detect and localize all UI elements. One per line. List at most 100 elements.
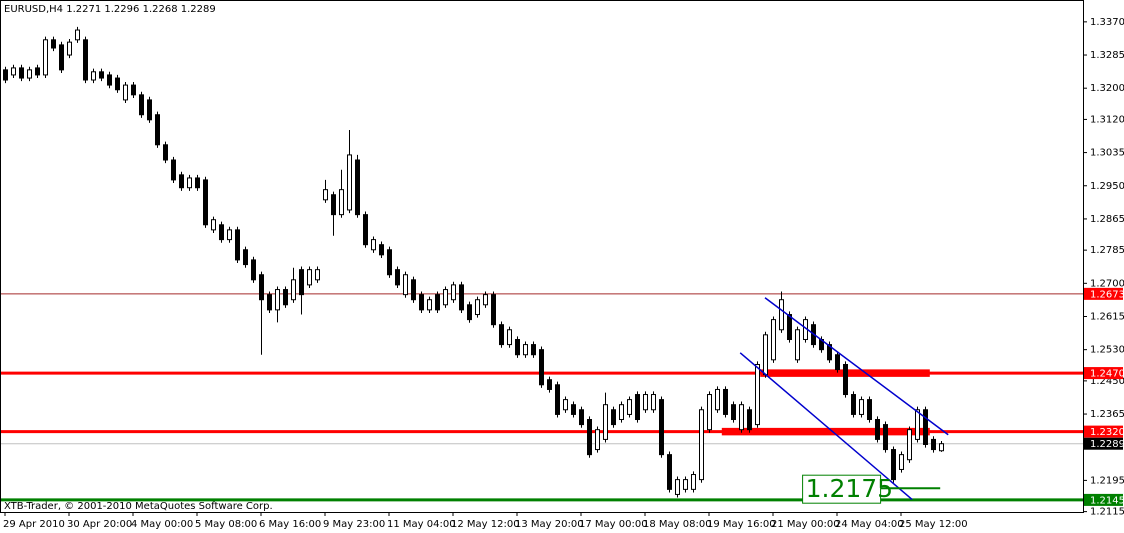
candle-body	[35, 67, 40, 76]
annotation-label: 1.2175	[806, 474, 893, 503]
candle-body	[827, 344, 832, 361]
candle-body	[99, 71, 104, 79]
candle-body	[691, 474, 696, 490]
candle-body	[11, 67, 16, 76]
candle-body	[67, 41, 72, 56]
candle-body	[763, 334, 768, 376]
candle-body	[899, 454, 904, 470]
candle-body	[787, 314, 792, 341]
candle-body	[491, 294, 496, 326]
level-label: 1.2470	[1090, 369, 1124, 380]
level-label-bg	[1084, 437, 1123, 450]
candle-body	[699, 409, 704, 481]
candle-body	[667, 454, 672, 490]
header-close: 1.2289	[181, 4, 216, 15]
candle-body	[499, 324, 504, 346]
y-tick-label: 1.2700	[1090, 278, 1124, 289]
candle-body	[283, 289, 288, 306]
candle-body	[235, 229, 240, 261]
candle-body	[203, 179, 208, 226]
chart-header: EURUSD,H4 1.2271 1.2296 1.2268 1.2289	[4, 4, 216, 15]
candle-body	[531, 344, 536, 356]
candle-body	[931, 438, 936, 451]
candle-body	[243, 249, 248, 266]
candle-body	[123, 84, 128, 101]
candle-body	[259, 274, 264, 301]
candle-body	[379, 244, 384, 256]
candle-body	[147, 99, 152, 121]
candle-body	[75, 29, 80, 41]
candle-body	[331, 194, 336, 216]
candle-body	[891, 449, 896, 481]
candle-body	[347, 154, 352, 211]
candle-body	[275, 289, 280, 311]
candle-body	[211, 219, 216, 231]
candle-body	[171, 159, 176, 181]
candle-body	[595, 429, 600, 451]
footer: XTB-Trader, © 2001-2010 MetaQuotes Softw…	[4, 501, 273, 512]
x-tick-label: 6 May 16:00	[259, 519, 321, 530]
candle-body	[755, 363, 760, 426]
candle-body	[851, 394, 856, 415]
candle-body	[91, 71, 96, 81]
x-tick-label: 13 May 20:00	[515, 519, 584, 530]
candle-body	[411, 279, 416, 301]
candle-body	[515, 339, 520, 356]
candle-body	[539, 349, 544, 386]
candle-body	[795, 329, 800, 361]
candle-body	[715, 388, 720, 411]
y-tick-label: 1.2530	[1090, 345, 1124, 356]
candle-body	[939, 443, 944, 452]
plot-frame	[0, 0, 1084, 513]
level-label-bg	[1084, 493, 1123, 506]
x-tick-label: 11 May 04:00	[387, 519, 456, 530]
candle-body	[883, 424, 888, 451]
candle-body	[187, 177, 192, 189]
candle-body	[627, 399, 632, 415]
candle-body	[619, 404, 624, 421]
candle-body	[459, 284, 464, 311]
candle-body	[323, 189, 328, 201]
y-tick-label: 1.2615	[1090, 311, 1124, 322]
candle-body	[483, 294, 488, 306]
x-tick-label: 9 May 23:00	[323, 519, 385, 530]
candle-body	[867, 399, 872, 421]
candle-body	[923, 409, 928, 445]
candle-body	[571, 404, 576, 415]
candle-body	[659, 399, 664, 456]
header-low: 1.2268	[143, 4, 178, 15]
trendline	[764, 297, 949, 436]
candle-body	[435, 294, 440, 311]
candle-body	[747, 409, 752, 431]
candle-body	[635, 394, 640, 421]
candle-body	[739, 404, 744, 431]
candle-body	[603, 404, 608, 440]
candle-body	[291, 279, 296, 301]
y-tick-label: 1.2115	[1090, 507, 1124, 518]
candle-body	[267, 294, 272, 311]
y-tick-label: 1.2950	[1090, 181, 1124, 192]
candle-body	[131, 84, 136, 96]
candle-body	[651, 394, 656, 411]
candle-body	[563, 399, 568, 411]
y-tick-label: 1.2450	[1090, 376, 1124, 387]
candle-body	[419, 294, 424, 311]
candle-body	[339, 189, 344, 216]
candle-body	[779, 299, 784, 331]
candle-body	[395, 269, 400, 286]
candle-body	[403, 274, 408, 296]
candle-body	[307, 269, 312, 286]
candle-body	[907, 429, 912, 461]
y-tick-label: 1.2865	[1090, 214, 1124, 225]
candle-body	[59, 44, 64, 71]
candle-body	[195, 177, 200, 189]
y-tick-label: 1.3370	[1090, 17, 1124, 28]
candle-body	[219, 224, 224, 241]
candle-body	[83, 39, 88, 81]
x-tick-label: 25 May 12:00	[899, 519, 968, 530]
candle-body	[707, 394, 712, 431]
x-tick-label: 29 Apr 2010	[3, 519, 65, 530]
